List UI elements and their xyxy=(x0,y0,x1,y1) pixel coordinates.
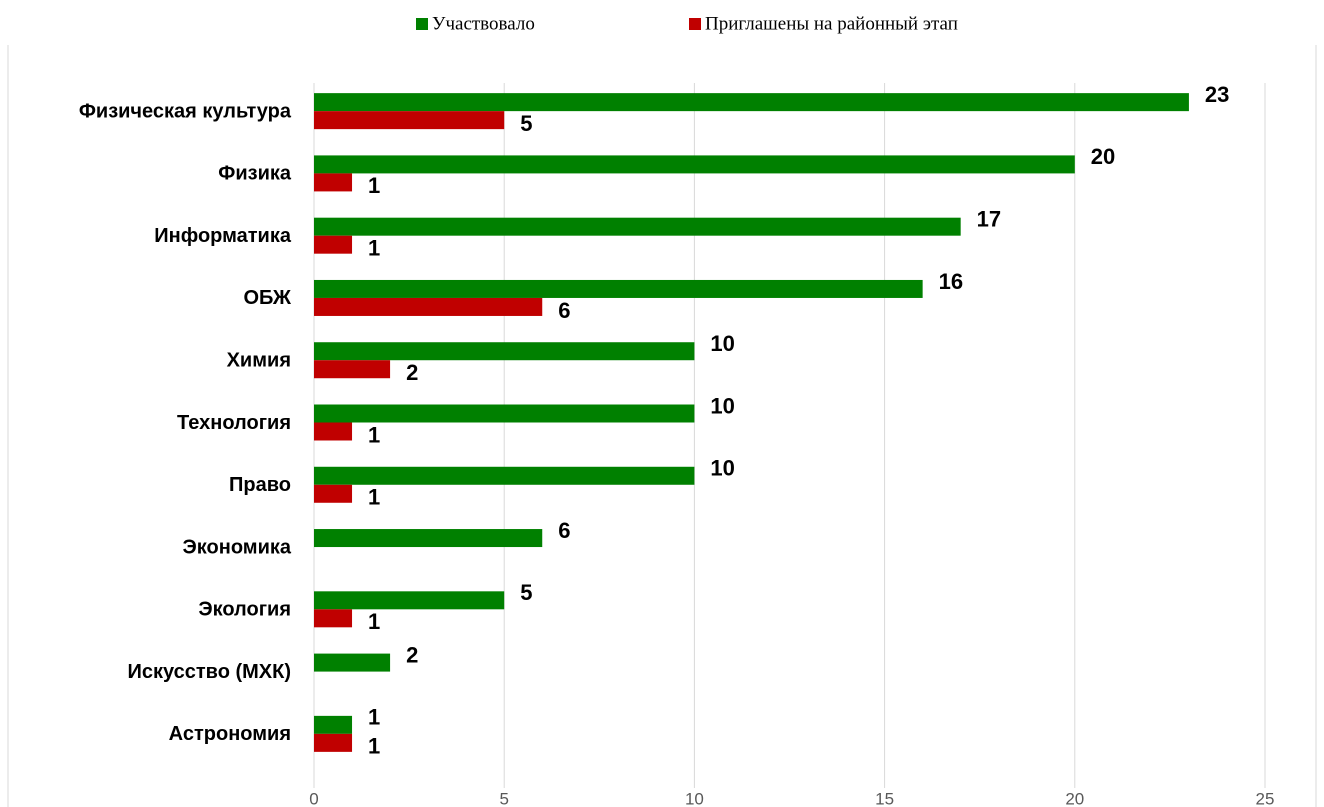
y-tick-label: Физическая культура xyxy=(79,100,292,122)
legend-swatch xyxy=(416,18,428,30)
data-label: 2 xyxy=(406,360,418,385)
bar xyxy=(314,466,695,485)
bar xyxy=(314,111,505,130)
y-tick-label: Информатика xyxy=(154,225,292,247)
y-tick-label: Экономика xyxy=(183,536,292,558)
bar xyxy=(314,342,695,361)
bar xyxy=(314,733,353,752)
bar xyxy=(314,591,505,610)
x-tick-label: 10 xyxy=(685,789,704,807)
bar xyxy=(314,422,353,441)
y-tick-label: Астрономия xyxy=(169,723,291,745)
data-label: 1 xyxy=(368,485,380,510)
bar xyxy=(314,360,391,379)
legend-label: Участвовало xyxy=(432,13,535,34)
y-tick-label: Химия xyxy=(227,350,291,372)
data-label: 17 xyxy=(977,206,1001,231)
y-tick-label: ОБЖ xyxy=(243,287,291,309)
x-tick-label: 15 xyxy=(875,789,894,807)
data-label: 6 xyxy=(558,518,570,543)
x-tick-label: 5 xyxy=(499,789,508,807)
data-label: 10 xyxy=(710,456,734,481)
x-tick-label: 0 xyxy=(309,789,318,807)
y-tick-label: Право xyxy=(229,474,291,496)
data-label: 10 xyxy=(710,331,734,356)
data-label: 5 xyxy=(520,111,532,136)
data-label: 1 xyxy=(368,173,380,198)
legend-swatch xyxy=(689,18,701,30)
data-label: 1 xyxy=(368,422,380,447)
data-label: 1 xyxy=(368,609,380,634)
bar xyxy=(314,484,353,503)
data-label: 23 xyxy=(1205,82,1229,107)
bar xyxy=(314,173,353,192)
bar xyxy=(314,217,961,236)
bar xyxy=(314,279,923,298)
y-tick-label: Экология xyxy=(198,599,291,621)
data-label: 1 xyxy=(368,235,380,260)
bar xyxy=(314,715,353,734)
bar xyxy=(314,155,1075,174)
bar xyxy=(314,404,695,423)
data-label: 10 xyxy=(710,393,734,418)
x-tick-label: 25 xyxy=(1256,789,1275,807)
legend-label: Приглашены на районный этап xyxy=(705,13,958,34)
data-label: 1 xyxy=(368,734,380,759)
x-tick-label: 20 xyxy=(1065,789,1084,807)
bar xyxy=(314,235,353,254)
y-tick-label: Искусство (МХК) xyxy=(127,661,291,683)
bar xyxy=(314,609,353,628)
bar xyxy=(314,93,1189,112)
data-label: 20 xyxy=(1091,144,1115,169)
bar xyxy=(314,297,543,316)
data-label: 5 xyxy=(520,580,532,605)
y-tick-label: Физика xyxy=(218,163,292,185)
y-tick-label: Технология xyxy=(177,412,291,434)
bar xyxy=(314,529,543,548)
data-label: 2 xyxy=(406,642,418,667)
data-label: 6 xyxy=(558,298,570,323)
bar xyxy=(314,653,391,672)
data-label: 1 xyxy=(368,705,380,730)
data-label: 16 xyxy=(939,269,963,294)
